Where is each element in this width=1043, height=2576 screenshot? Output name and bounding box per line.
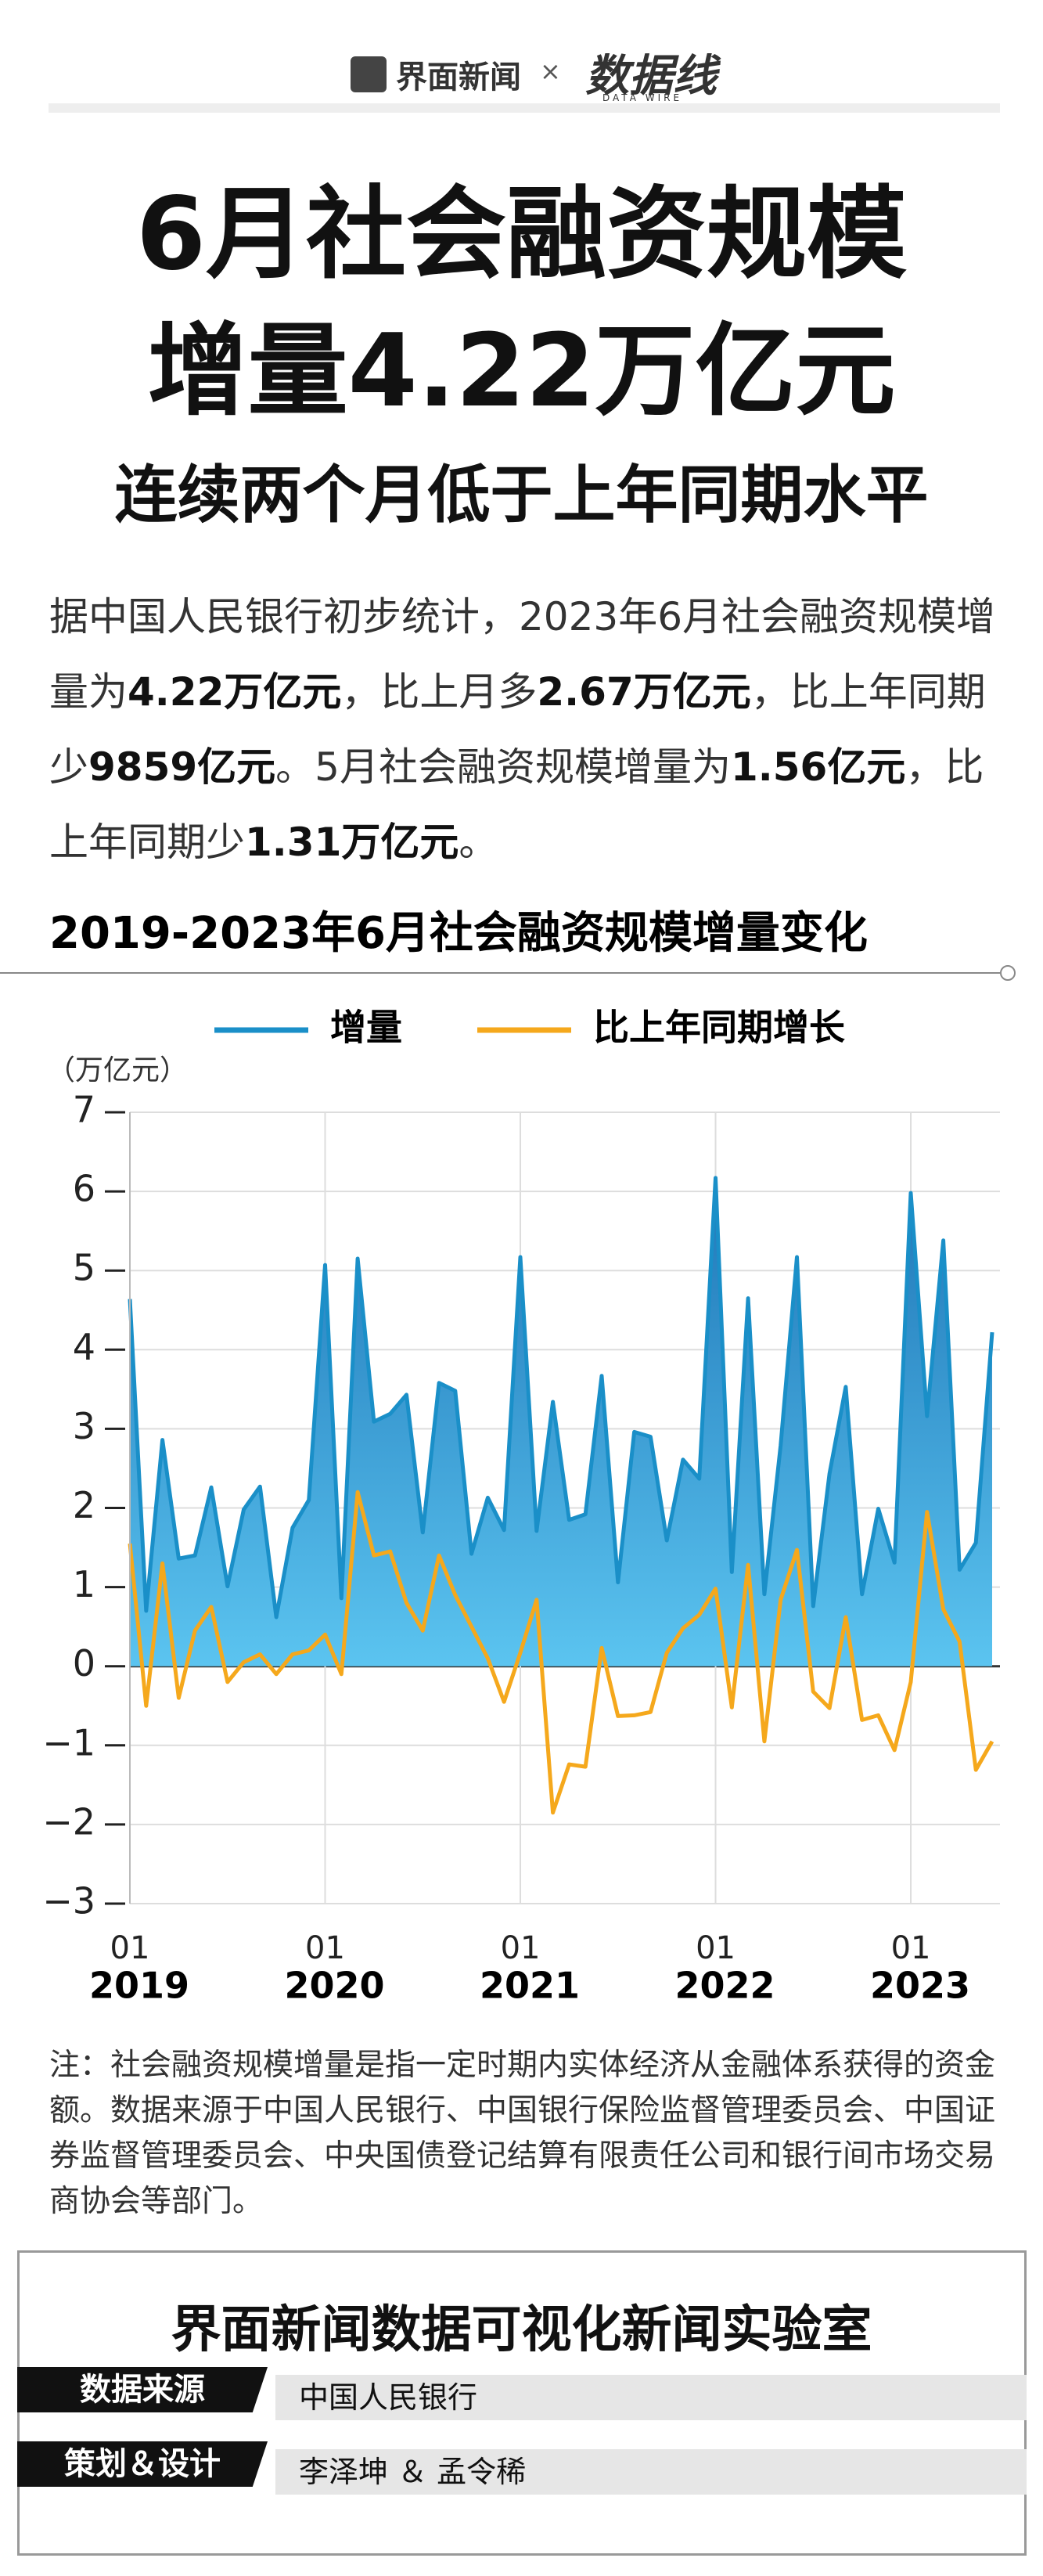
y-tick-label: 6 [73, 1168, 95, 1210]
y-tick-label: −1 [42, 1721, 95, 1764]
intro-text: ，比上月多 [341, 669, 538, 715]
legend-label: 比上年同期增长 [593, 1007, 845, 1049]
headline: 增量4.22万亿元 [147, 313, 896, 430]
y-tick-label: 4 [73, 1326, 95, 1368]
y-tick-label: 5 [73, 1247, 95, 1289]
row-label: 策划＆设计 [17, 2441, 268, 2487]
divider-dot [1000, 965, 1016, 981]
y-tick-label: 2 [73, 1484, 95, 1526]
intro-text: 9859亿元 [88, 744, 276, 790]
intro-text: 。 [459, 820, 498, 865]
y-tick-label: 0 [73, 1642, 95, 1684]
partner-en: DATA WIRE [602, 92, 683, 103]
x-tick-label: 01 [305, 1930, 345, 1966]
y-tick-label: −2 [42, 1800, 95, 1843]
intro-text: 2.67万亿元 [537, 669, 751, 715]
chart-title: 2019-2023年6月社会融资规模增量变化 [49, 908, 868, 959]
legend-label: 增量 [330, 1007, 402, 1049]
intro-text: ，比上年同期少 [49, 669, 986, 790]
footer-title: 界面新闻数据可视化新闻实验室 [171, 2301, 872, 2359]
x-tick-label: 01 [501, 1930, 541, 1966]
intro: 据中国人民银行初步统计，2023年6月社会融资规模增量为4.22万亿元，比上月多… [49, 579, 1005, 880]
x-year-label: 2021 [480, 1965, 580, 2007]
y-tick-label: 7 [73, 1089, 95, 1131]
x-tick-label: 01 [696, 1930, 735, 1966]
times: × [540, 56, 561, 86]
y-tick-label: −3 [42, 1880, 95, 1922]
brand-icon [351, 56, 387, 92]
header-bar [49, 103, 1000, 113]
subtitle: 连续两个月低于上年同期水平 [114, 459, 929, 531]
note: 注：社会融资规模增量是指一定时期内实体经济从金融体系获得的资金额。数据来源于中国… [49, 2048, 996, 2219]
intro-text: 1.56亿元 [730, 744, 906, 790]
intro-text: 。5月社会融资规模增量为 [275, 744, 731, 790]
y-tick-label: 3 [73, 1405, 95, 1447]
row-label: 数据来源 [17, 2367, 268, 2412]
series-line [128, 1176, 994, 1619]
y-tick-label: 1 [73, 1563, 95, 1605]
headline: 6月社会融资规模 [135, 176, 908, 293]
chart: 2019-2023年6月社会融资规模增量变化 （万亿元） −3−2−101234… [0, 908, 1016, 2007]
x-year-label: 2023 [870, 1965, 970, 2007]
footer-row: 策划＆设计 李泽坤 ＆ 孟令稀 [17, 2441, 1027, 2495]
intro-text: 据中国人民银行初步统计，2023年6月社会融资规模增量为 [49, 594, 996, 715]
footer-row: 数据来源 中国人民银行 [17, 2367, 1027, 2420]
intro-text: ，比上年同期少 [49, 744, 984, 865]
x-year-label: 2020 [284, 1965, 384, 2007]
brand: 界面新闻 [396, 59, 521, 95]
intro-text: 4.22万亿元 [128, 669, 342, 715]
row-value: 中国人民银行 [275, 2375, 1027, 2420]
x-tick-label: 01 [891, 1930, 931, 1966]
partner: 数据线 [585, 51, 717, 102]
series-line [128, 1490, 994, 1815]
unit: （万亿元） [47, 1054, 188, 1086]
intro-text: 1.31万亿元 [245, 820, 459, 865]
row-value: 李泽坤 ＆ 孟令稀 [275, 2449, 1027, 2495]
x-year-label: 2022 [675, 1965, 775, 2007]
x-year-label: 2019 [89, 1965, 189, 2007]
x-tick-label: 01 [110, 1930, 150, 1966]
